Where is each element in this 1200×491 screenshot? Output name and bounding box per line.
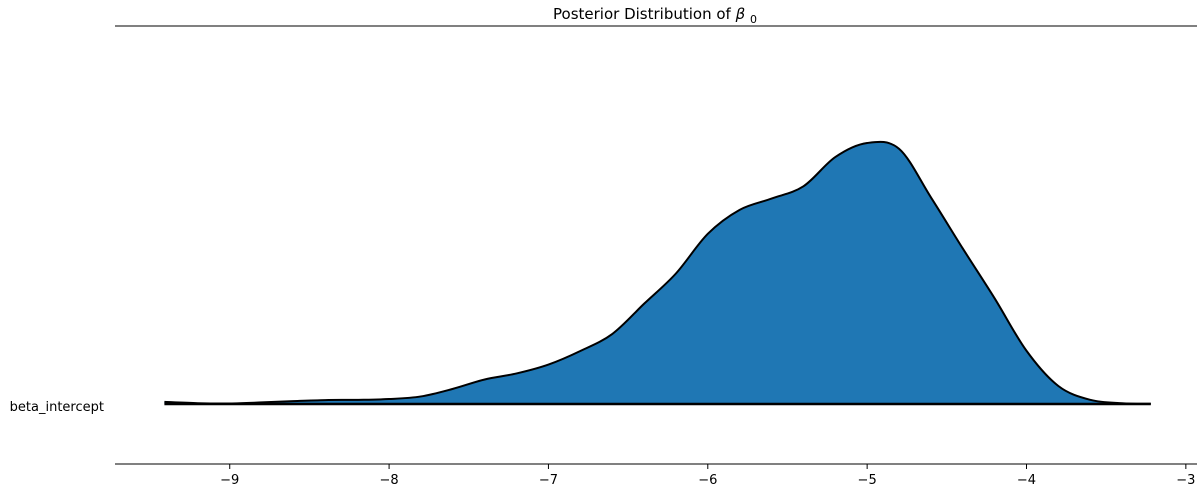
x-tick-label: −3 xyxy=(1176,473,1195,488)
x-tick-label: −6 xyxy=(698,473,717,488)
title-subscript: 0 xyxy=(750,13,757,26)
density-line xyxy=(164,140,1151,405)
chart-title: Posterior Distribution of β 0 xyxy=(553,5,757,26)
density-area xyxy=(164,141,1151,404)
x-tick-label: −9 xyxy=(220,473,239,488)
variable-label: beta_intercept xyxy=(10,400,104,415)
x-tick-label: −7 xyxy=(539,473,558,488)
x-axis-ticks: −9 −8 −7 −6 −5 −4 −3 xyxy=(220,464,1195,488)
x-tick-label: −8 xyxy=(380,473,399,488)
title-symbol: β xyxy=(735,5,746,23)
title-prefix: Posterior Distribution of xyxy=(553,5,736,23)
x-tick-label: −4 xyxy=(1017,473,1036,488)
x-tick-label: −5 xyxy=(858,473,877,488)
